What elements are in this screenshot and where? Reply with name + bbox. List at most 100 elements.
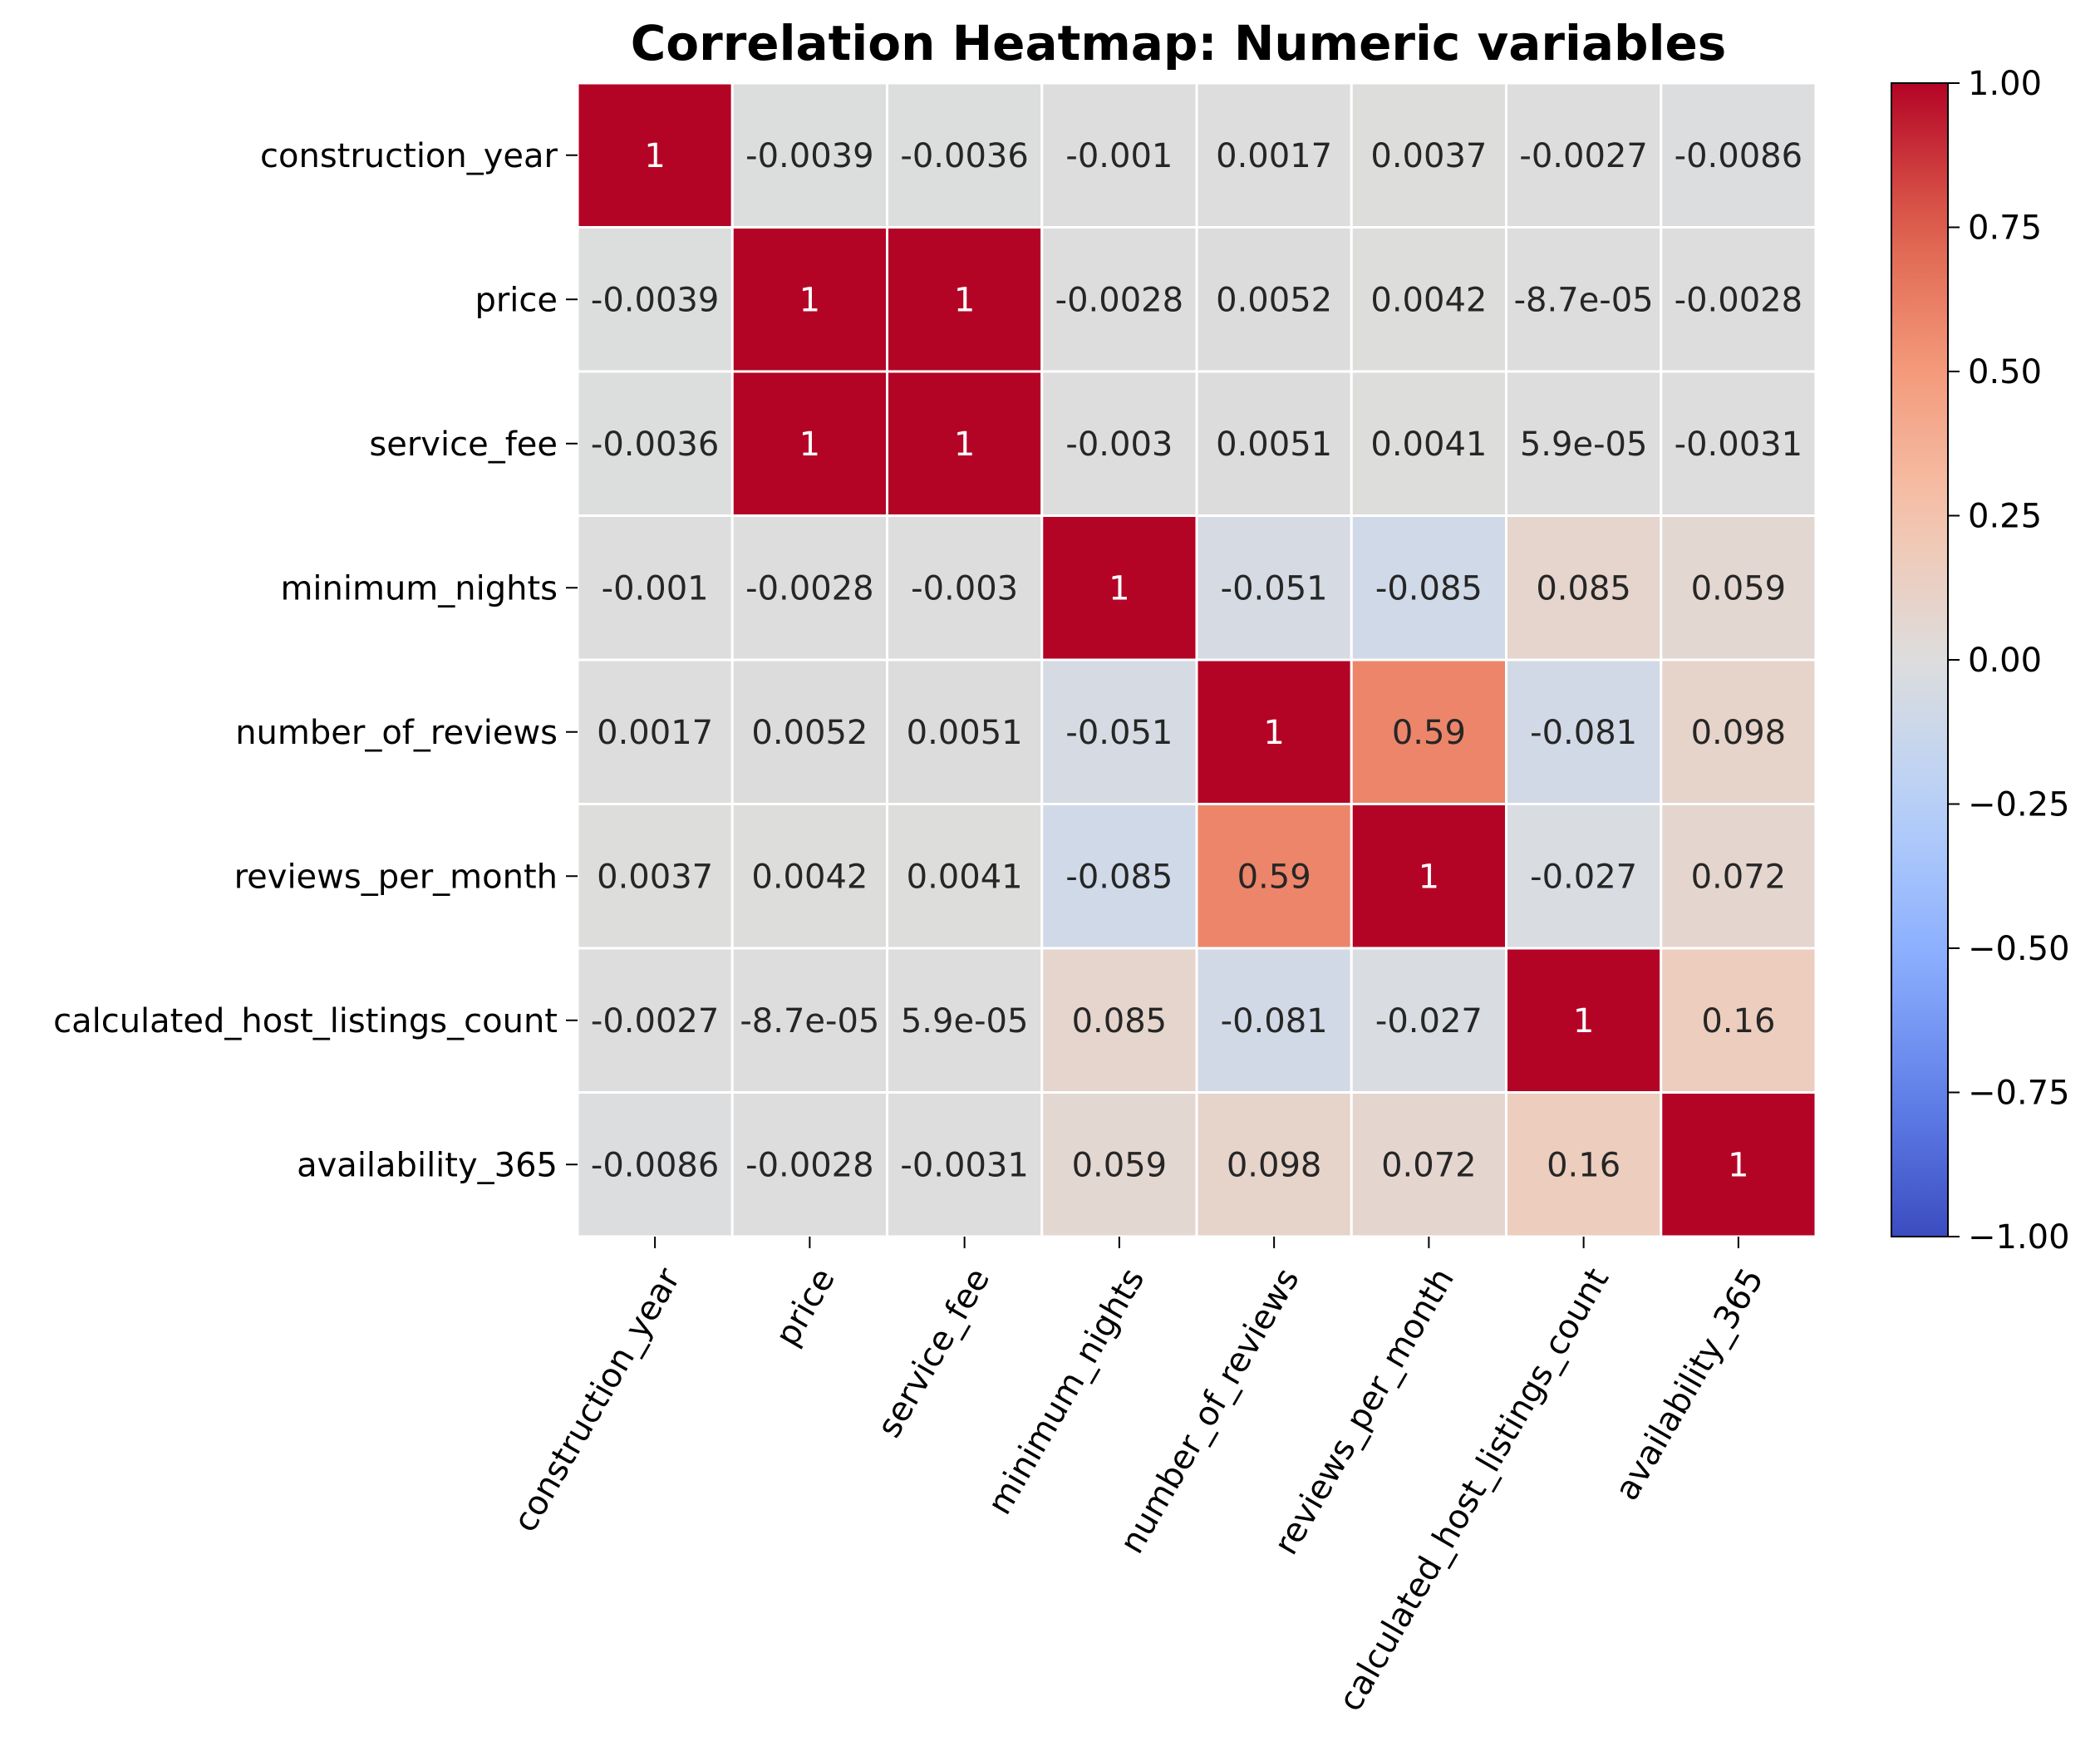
cell-annotation: -0.0036 [900,137,1028,175]
cell-annotation: -0.051 [1221,569,1328,607]
heatmap-cell [730,370,888,517]
heatmap-cell [576,947,734,1094]
cell-annotation: -0.0086 [1675,137,1802,175]
cell-annotation: 0.0041 [1370,425,1487,464]
cell-annotation: 0.16 [1547,1146,1620,1184]
cell-annotation: -0.0031 [1675,425,1802,464]
cell-annotation: -0.085 [1375,569,1483,607]
heatmap-cell [886,81,1044,229]
chart-title: Correlation Heatmap: Numeric variables [631,15,1727,71]
heatmap-cell [886,947,1044,1094]
cell-annotation: 0.0051 [1216,425,1332,464]
colorbar-tick-label: 0.25 [1968,498,2042,536]
x-tick-label: reviews_per_month [1266,1262,1462,1561]
cell-annotation: 0.0052 [1216,281,1332,319]
cell-annotation: -0.003 [1065,425,1173,464]
colorbar-tick-label: −0.25 [1968,786,2070,824]
heatmap-cell [1350,803,1507,950]
heatmap-cell [576,81,734,229]
cell-annotation: -0.0039 [591,281,719,319]
heatmap-cell [1195,803,1353,950]
heatmap-cell [730,81,888,229]
cell-annotation: -0.0028 [745,1146,873,1184]
colorbar-tick-label: −0.75 [1968,1075,2070,1113]
x-tick-label: construction_year [506,1262,688,1539]
cell-annotation: -0.0031 [900,1146,1028,1184]
cell-annotation: -0.003 [911,569,1018,607]
cell-annotation: -0.001 [602,569,709,607]
cell-annotation: 0.0041 [907,858,1023,896]
cell-annotation: -0.0036 [591,425,719,464]
cell-annotation: 0.0017 [597,714,713,752]
y-tick-label: price [475,281,558,319]
cell-annotation: -0.081 [1530,714,1637,752]
cell-annotation: -0.0028 [1675,281,1802,319]
heatmap-cell [730,947,888,1094]
heatmap-cell [1350,947,1507,1094]
heatmap-cell [1660,81,1817,229]
heatmap-cell [886,1091,1044,1238]
heatmap-cell [1660,803,1817,950]
cell-annotation: -0.051 [1065,714,1173,752]
heatmap-cell [1040,514,1198,662]
cell-annotation: 0.0037 [1370,137,1487,175]
heatmap-cell [1505,370,1663,517]
heatmap-cell [1040,226,1198,373]
cell-annotation: -0.081 [1221,1002,1328,1040]
heatmap-cell [1040,370,1198,517]
heatmap-cell [1195,370,1353,517]
cell-annotation: 5.9e-05 [901,1002,1029,1040]
y-tick-label: calculated_host_listings_count [53,1002,558,1040]
heatmap-cell [730,803,888,950]
heatmap-cell [1350,226,1507,373]
heatmap-cell [1505,514,1663,662]
heatmap-cell [886,370,1044,517]
cell-annotation: 0.0042 [1370,281,1487,319]
cell-annotation: 1 [1263,714,1284,752]
cell-annotation: 1 [1109,569,1129,607]
heatmap-cell [730,226,888,373]
cell-annotation: 1 [799,425,820,464]
heatmap-cell [1195,514,1353,662]
cell-annotation: 0.16 [1701,1002,1775,1040]
cell-annotation: -0.027 [1530,858,1637,896]
heatmap-cell [886,803,1044,950]
x-tick-label: number_of_reviews [1113,1262,1307,1560]
cell-annotation: 1 [644,137,665,175]
cell-annotation: 0.0037 [597,858,713,896]
heatmap-cell [1195,947,1353,1094]
colorbar-tick-label: 1.00 [1968,65,2042,103]
heatmap-cell [1195,1091,1353,1238]
x-tick-label: availability_365 [1608,1262,1772,1507]
y-tick-label: number_of_reviews [235,714,558,752]
cell-annotation: 0.0042 [751,858,868,896]
cell-annotation: 5.9e-05 [1520,425,1648,464]
heatmap-cell [1660,370,1817,517]
cell-annotation: 0.59 [1237,858,1311,896]
heatmap-cell [1505,658,1663,805]
cell-annotation: -0.027 [1375,1002,1483,1040]
cell-annotation: 1 [954,281,975,319]
colorbar-ticks: 1.00 0.75 0.50 0.25 0.00 −0.25 −0.50 −0.75 −1.00 [1948,65,2070,1257]
cell-annotation: -8.7e-05 [1514,281,1654,319]
cell-annotation: -0.0027 [1519,137,1647,175]
cell-annotation: 1 [1728,1146,1748,1184]
x-tick-label: minimum_nights [981,1262,1153,1521]
colorbar: 1.00 0.75 0.50 0.25 0.00 −0.25 −0.50 −0.75 −1.00 [1891,65,2070,1257]
y-tick-label: availability_365 [297,1146,558,1184]
cell-annotation: 1 [954,425,975,464]
cell-annotation: -8.7e-05 [740,1002,879,1040]
heatmap-cell [1350,81,1507,229]
heatmap-cell [1040,658,1198,805]
colorbar-tick-label: −1.00 [1968,1218,2070,1257]
heatmap-cell [1660,947,1817,1094]
cell-annotation: 0.0052 [751,714,868,752]
heatmap-cell [1195,658,1353,805]
heatmap-cell [1660,226,1817,373]
cell-annotation: 0.098 [1227,1146,1322,1184]
heatmap-cell [576,514,734,662]
heatmap-cell [1505,803,1663,950]
cell-annotation: -0.0028 [1055,281,1183,319]
y-tick-label: construction_year [260,137,558,175]
